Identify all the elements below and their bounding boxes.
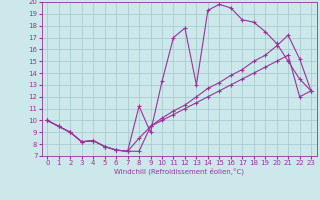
X-axis label: Windchill (Refroidissement éolien,°C): Windchill (Refroidissement éolien,°C) [114,168,244,175]
